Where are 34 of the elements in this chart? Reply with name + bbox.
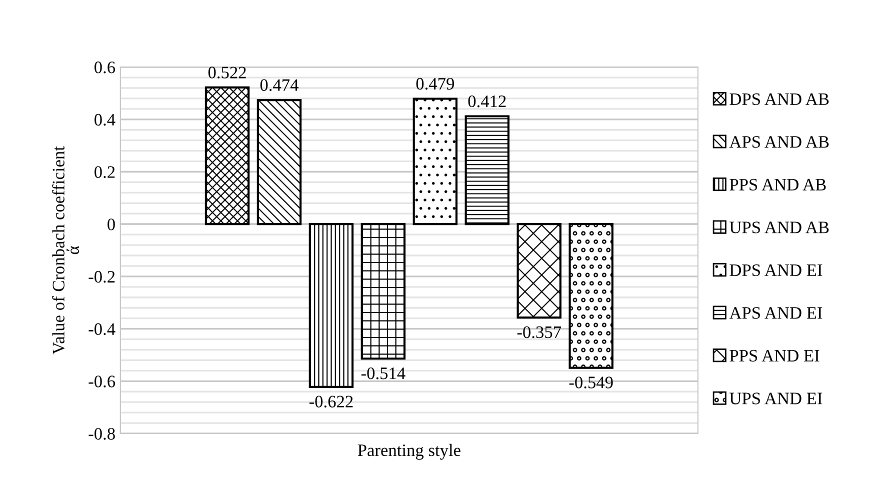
data-label: 0.412	[468, 95, 506, 108]
y-tick-label: 0.4	[94, 114, 116, 126]
legend-label: APS AND AB	[729, 136, 829, 148]
y-tick-label: 0.2	[94, 166, 115, 178]
data-label: -0.549	[569, 376, 613, 388]
x-axis-title: Parenting style	[358, 444, 460, 460]
data-label: -0.357	[517, 326, 562, 338]
data-label: -0.622	[309, 396, 353, 408]
data-label: 0.479	[416, 78, 454, 90]
data-label: 0.522	[208, 66, 246, 78]
y-tick-label: -0.4	[88, 323, 116, 336]
legend-label: PPS AND EI	[730, 350, 820, 362]
y-tick-label: 0	[108, 218, 115, 230]
y-axis-title: Value of Cronbach coefficient ά	[52, 146, 79, 354]
data-label: -0.514	[361, 367, 406, 380]
y-tick-label: -0.8	[88, 428, 115, 440]
legend-label: DPS AND AB	[730, 93, 829, 106]
legend-label: UPS AND AB	[730, 222, 829, 234]
y-tick-label: -0.2	[88, 270, 115, 283]
legend-label: UPS AND EI	[730, 392, 822, 404]
y-tick-label: 0.6	[94, 62, 116, 74]
bar	[256, 98, 302, 226]
bar	[568, 223, 614, 369]
bar	[360, 223, 406, 360]
legend-label: PPS AND AB	[730, 178, 826, 191]
legend-label: APS AND EI	[729, 307, 822, 319]
bar	[308, 223, 354, 388]
y-tick-label: -0.6	[88, 376, 116, 388]
bar	[516, 223, 562, 319]
bar	[464, 115, 510, 226]
data-label: 0.474	[260, 79, 298, 92]
bar	[204, 86, 250, 226]
bar	[412, 98, 458, 226]
legend-label: DPS AND EI	[730, 264, 822, 276]
